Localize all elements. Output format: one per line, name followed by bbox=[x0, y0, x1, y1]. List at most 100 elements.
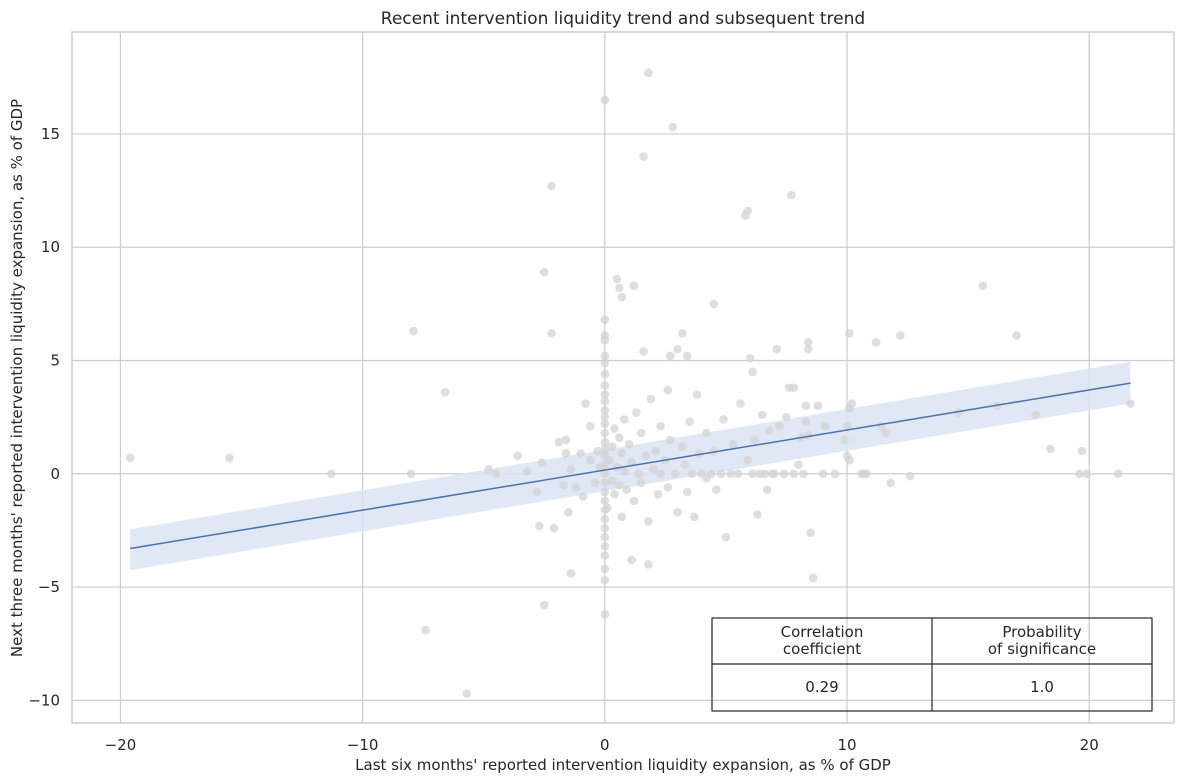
data-point bbox=[733, 469, 743, 479]
data-point bbox=[670, 469, 680, 479]
data-point bbox=[576, 449, 585, 458]
data-point bbox=[624, 440, 634, 449]
data-point bbox=[619, 415, 629, 424]
data-point bbox=[673, 508, 682, 517]
data-point bbox=[600, 478, 610, 488]
data-point bbox=[680, 460, 690, 470]
data-point bbox=[554, 437, 564, 447]
x-axis-label: Last six months' reported intervention l… bbox=[355, 756, 891, 774]
data-point bbox=[1046, 444, 1055, 454]
gridlines bbox=[72, 32, 1174, 723]
data-point bbox=[685, 417, 694, 426]
data-point bbox=[808, 573, 818, 583]
data-point bbox=[600, 406, 610, 415]
data-point bbox=[406, 469, 416, 479]
data-point bbox=[760, 469, 769, 479]
data-point bbox=[547, 181, 556, 191]
data-point bbox=[600, 351, 610, 361]
data-point bbox=[1075, 469, 1084, 479]
data-point bbox=[840, 435, 849, 445]
data-point bbox=[600, 551, 610, 560]
data-point bbox=[687, 469, 697, 479]
data-point bbox=[615, 433, 624, 442]
data-point bbox=[561, 435, 571, 445]
data-point bbox=[862, 469, 871, 479]
data-point bbox=[636, 478, 646, 488]
table-header-correlation-line2: coefficient bbox=[783, 640, 861, 658]
data-point bbox=[789, 383, 799, 392]
table-value-correlation: 0.29 bbox=[805, 678, 838, 696]
data-point bbox=[682, 487, 692, 497]
x-tick-label: 0 bbox=[600, 736, 610, 754]
data-point bbox=[845, 455, 854, 465]
data-point bbox=[559, 480, 568, 490]
data-point bbox=[1077, 446, 1087, 456]
data-point bbox=[954, 408, 963, 417]
data-point bbox=[491, 469, 501, 479]
data-point bbox=[770, 469, 779, 479]
data-point bbox=[629, 281, 639, 291]
data-point bbox=[600, 469, 610, 479]
data-point bbox=[612, 274, 622, 284]
data-point bbox=[656, 469, 665, 479]
data-point bbox=[639, 347, 648, 356]
y-axis-ticks: −10 −5 0 5 10 15 bbox=[28, 125, 60, 709]
data-point bbox=[801, 401, 811, 411]
data-point bbox=[564, 508, 573, 517]
data-point bbox=[803, 338, 813, 347]
data-point bbox=[905, 471, 915, 481]
data-point bbox=[745, 353, 755, 363]
data-point bbox=[886, 478, 895, 488]
data-point bbox=[547, 329, 556, 338]
data-point bbox=[440, 387, 450, 397]
data-point bbox=[600, 381, 610, 390]
data-point bbox=[600, 487, 610, 497]
data-point bbox=[1031, 410, 1041, 420]
data-point bbox=[326, 469, 336, 479]
data-point bbox=[651, 446, 660, 456]
data-point bbox=[753, 510, 762, 519]
data-point bbox=[896, 331, 905, 340]
data-point bbox=[600, 444, 610, 454]
data-point bbox=[765, 426, 774, 436]
x-tick-label: 10 bbox=[837, 736, 856, 754]
data-point bbox=[728, 440, 738, 449]
data-point bbox=[830, 469, 840, 479]
data-point bbox=[772, 344, 782, 354]
data-point bbox=[721, 532, 731, 542]
data-point bbox=[813, 401, 823, 411]
data-point bbox=[600, 541, 610, 551]
data-point bbox=[1126, 399, 1135, 408]
data-point bbox=[656, 421, 665, 431]
data-point bbox=[600, 609, 610, 619]
data-point bbox=[665, 435, 675, 445]
data-point bbox=[806, 528, 816, 537]
data-point bbox=[593, 446, 602, 456]
data-point bbox=[566, 569, 576, 578]
data-point bbox=[590, 478, 600, 488]
y-tick-label: 10 bbox=[41, 238, 60, 256]
data-point bbox=[711, 485, 721, 494]
data-point bbox=[799, 469, 808, 479]
data-point bbox=[225, 453, 234, 463]
data-point bbox=[750, 435, 760, 445]
data-point bbox=[600, 564, 610, 574]
data-point bbox=[1012, 331, 1021, 340]
data-point bbox=[707, 469, 716, 479]
data-point bbox=[532, 487, 542, 497]
data-point bbox=[663, 385, 673, 395]
regression-line bbox=[130, 382, 1131, 550]
data-point bbox=[871, 338, 881, 347]
data-point bbox=[586, 421, 595, 431]
data-point bbox=[462, 689, 472, 698]
data-point bbox=[648, 464, 658, 474]
data-point bbox=[719, 415, 728, 424]
data-point bbox=[610, 489, 619, 499]
data-points bbox=[125, 68, 1135, 698]
data-point bbox=[801, 417, 811, 426]
data-point bbox=[523, 467, 532, 476]
data-point bbox=[629, 496, 639, 506]
data-point bbox=[690, 512, 699, 522]
data-point bbox=[600, 575, 610, 585]
